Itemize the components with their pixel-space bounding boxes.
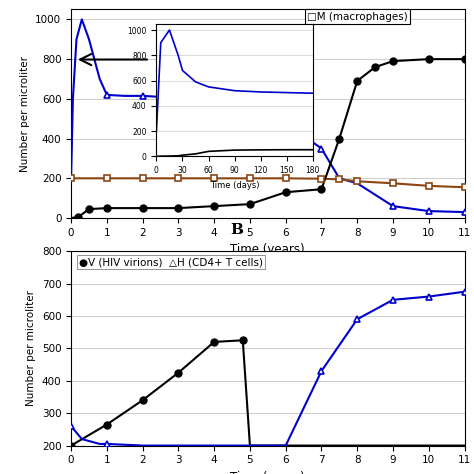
Text: ●V (HIV virions)  △H (CD4+ T cells): ●V (HIV virions) △H (CD4+ T cells) [79, 257, 263, 267]
Y-axis label: Number per microliter: Number per microliter [20, 56, 30, 172]
Text: □M (macrophages): □M (macrophages) [307, 11, 408, 21]
Text: B: B [230, 223, 244, 237]
X-axis label: Time (years): Time (years) [230, 243, 305, 256]
Y-axis label: Number per microliter: Number per microliter [26, 291, 36, 406]
X-axis label: Time (days): Time (days) [210, 181, 259, 190]
X-axis label: Time (years): Time (years) [230, 471, 305, 474]
